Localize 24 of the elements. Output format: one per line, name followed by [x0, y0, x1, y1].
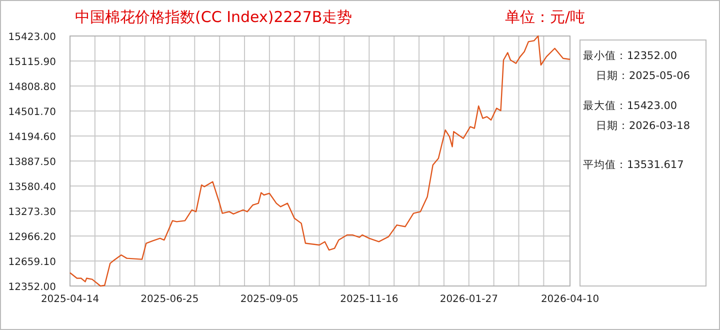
x-tick-label: 2026-01-27 — [440, 294, 498, 305]
x-tick-label: 2025-06-25 — [140, 294, 199, 305]
text: 平均值：13531.617 — [583, 159, 684, 171]
y-tick-label: 14194.60 — [8, 132, 56, 143]
y-tick-label: 12659.10 — [8, 257, 56, 268]
y-tick-label: 14501.70 — [8, 107, 56, 118]
text: 日期：2026-03-18 — [596, 120, 690, 132]
x-tick-label: 2026-04-10 — [540, 294, 600, 305]
y-tick-label: 15423.00 — [8, 32, 56, 43]
y-tick-label: 12966.20 — [8, 232, 56, 243]
y-tick-label: 12352.00 — [8, 282, 56, 293]
x-tick-label: 2025-04-14 — [40, 294, 100, 305]
y-tick-label: 13580.40 — [8, 182, 56, 193]
x-tick-label: 2025-09-05 — [240, 294, 299, 305]
x-tick-label: 2025-11-16 — [340, 294, 398, 305]
text: 最大值：15423.00 — [583, 99, 678, 112]
y-tick-label: 15115.90 — [8, 57, 56, 68]
y-tick-label: 13273.30 — [8, 207, 56, 218]
y-tick-label: 13887.50 — [8, 157, 56, 168]
chart-subtitle: 单位：元/吨 — [505, 8, 586, 26]
y-tick-label: 14808.80 — [8, 82, 56, 93]
chart-title: 中国棉花价格指数(CC Index)2227B走势 — [75, 8, 352, 26]
text: 最小值：12352.00 — [583, 49, 678, 62]
text: 日期：2025-05-06 — [596, 70, 690, 82]
